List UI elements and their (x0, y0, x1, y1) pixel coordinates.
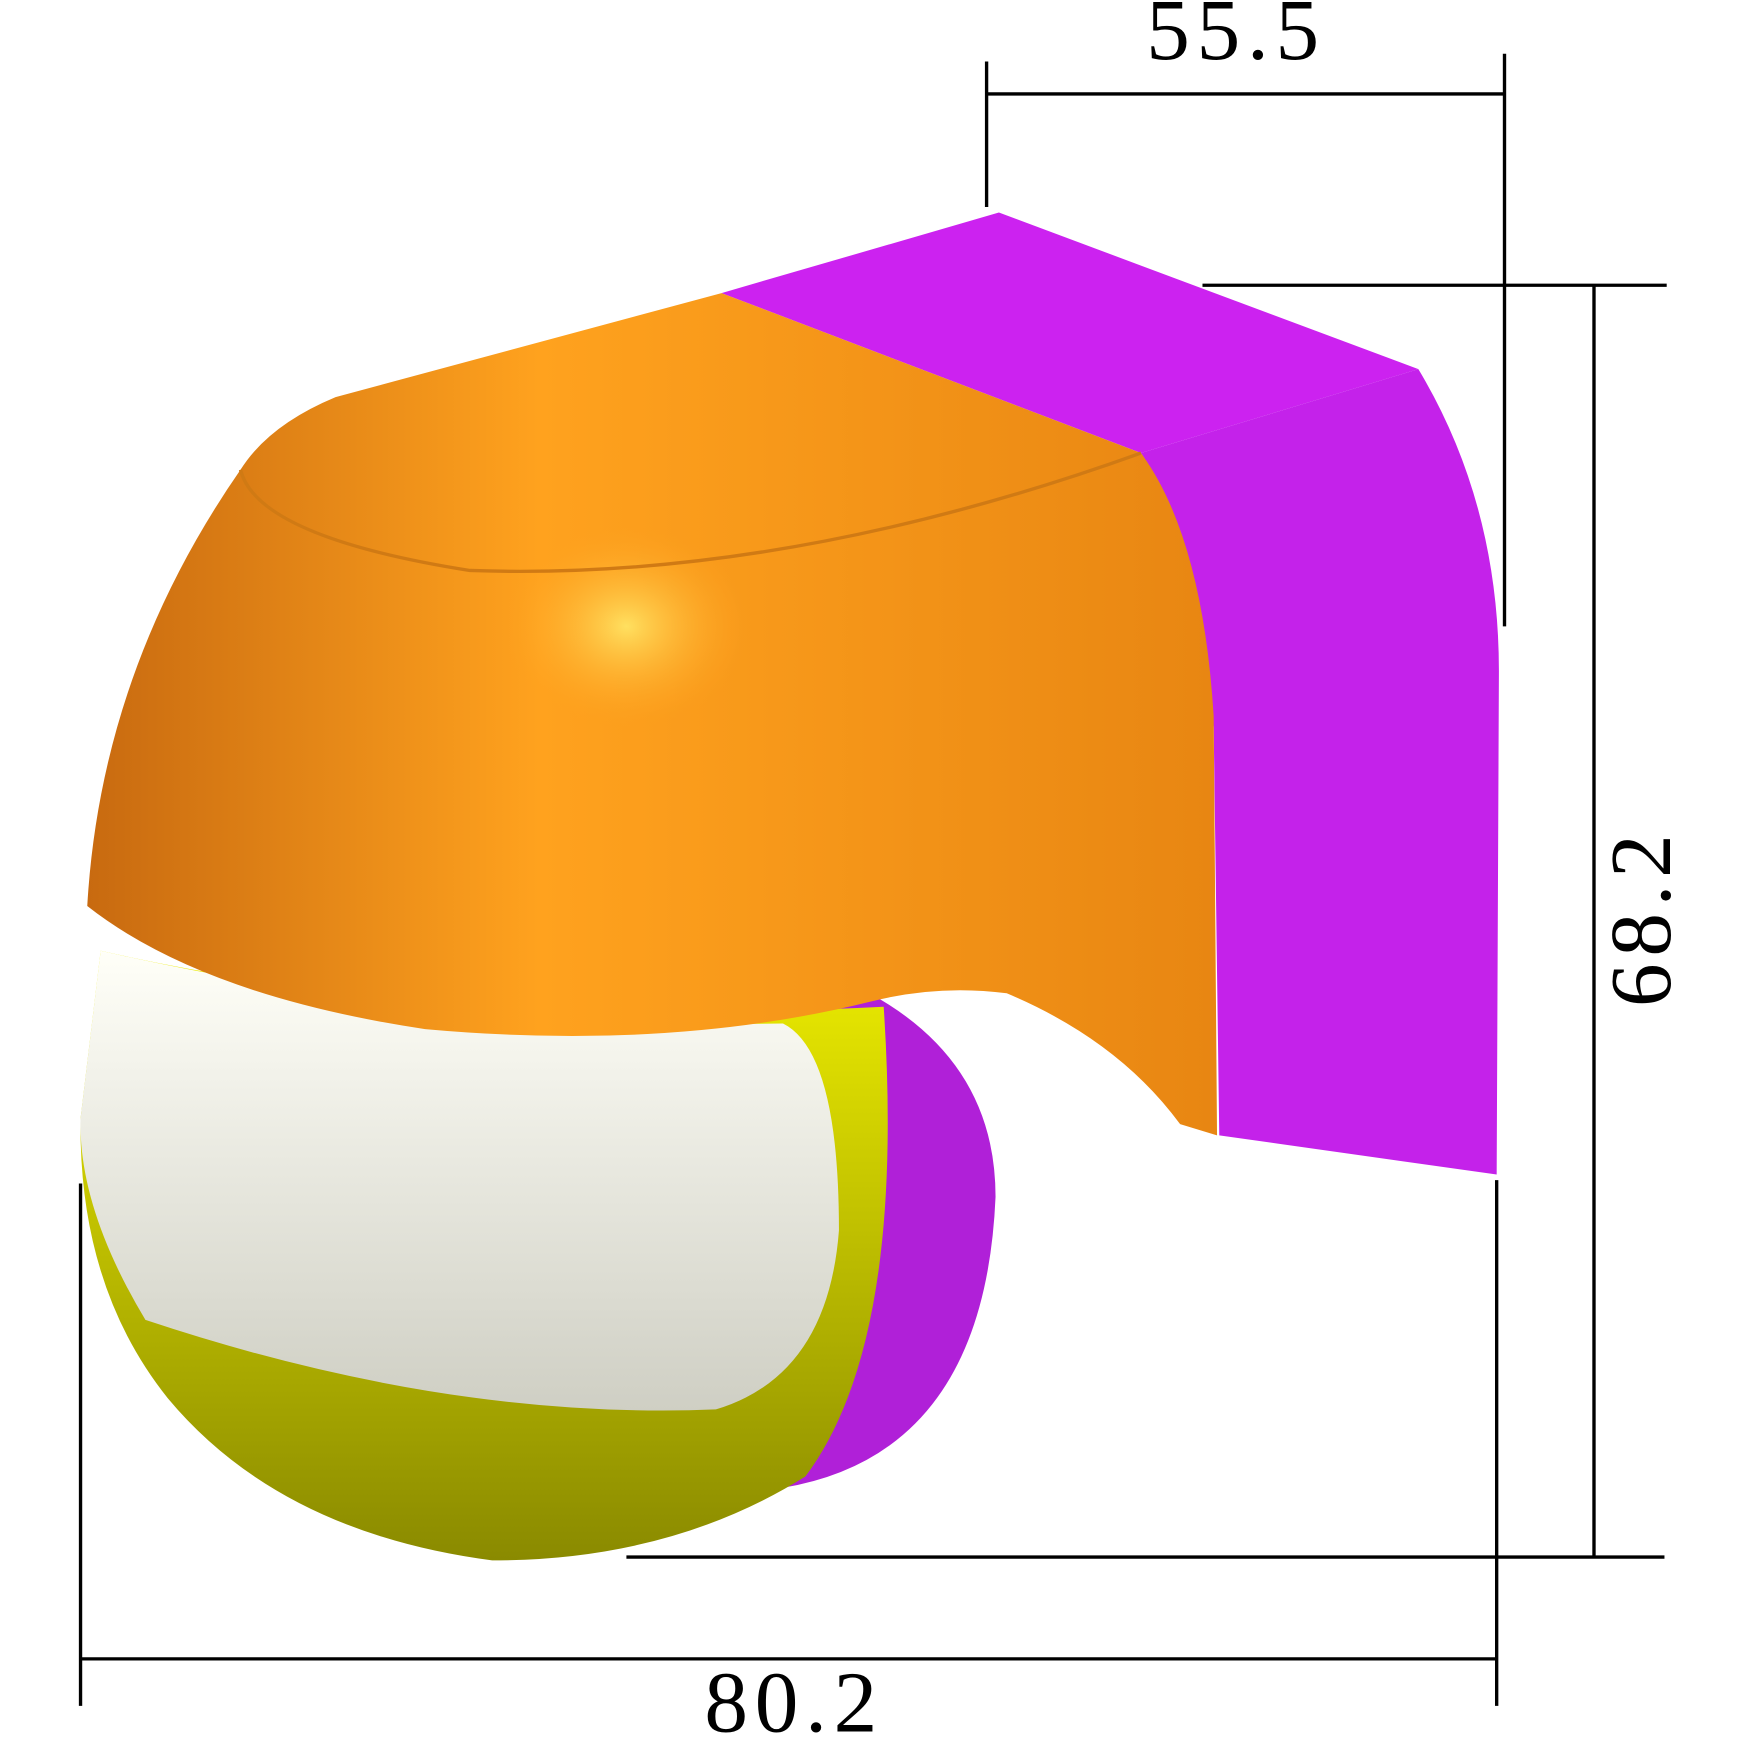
dimension-label: 80.2 (704, 1653, 884, 1745)
dimension-label: 55.5 (1146, 0, 1326, 78)
dimensions: 55.5 68.2 80.2 (78, 0, 1689, 1745)
lens (80, 950, 839, 1411)
dimension-label: 68.2 (1592, 827, 1689, 1007)
sensor (80, 212, 1499, 1561)
back-side (1140, 369, 1499, 1175)
highlight (503, 525, 750, 728)
back-top (721, 212, 1419, 454)
housing-top-edge (238, 451, 1142, 574)
